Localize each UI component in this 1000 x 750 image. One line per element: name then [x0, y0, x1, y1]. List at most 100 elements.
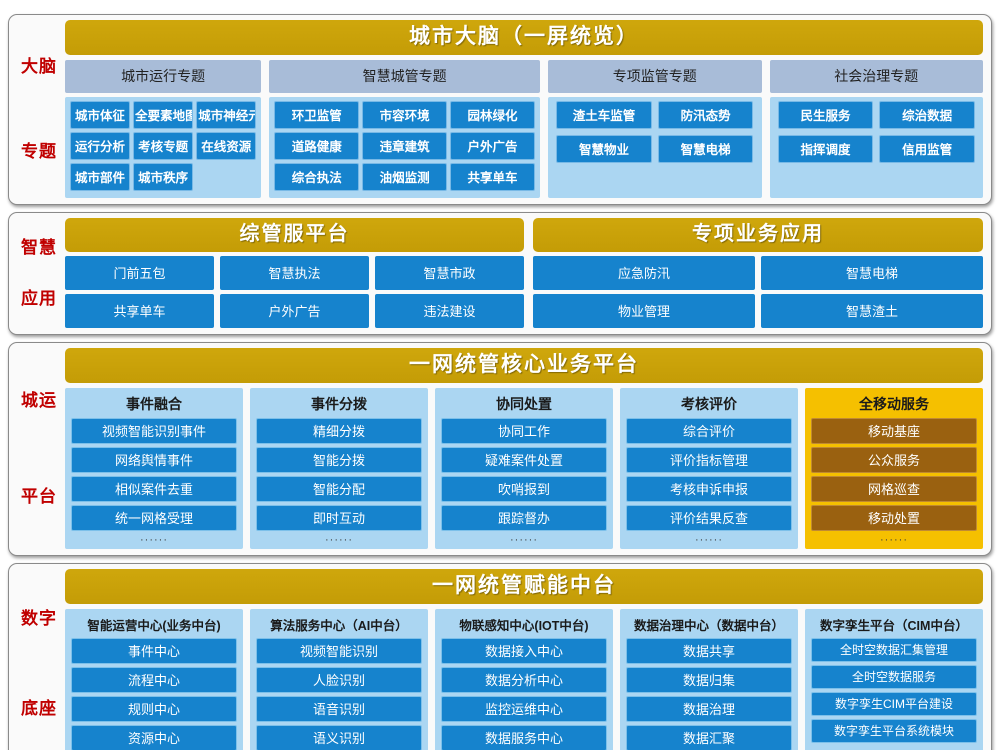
layer-base-body: 一网统管赋能中台 智能运营中心(业务中台) 事件中心 流程中心 规则中心 资源中… — [65, 569, 983, 750]
base-item[interactable]: 语音识别 — [256, 696, 422, 723]
core-item[interactable]: 网络舆情事件 — [71, 447, 237, 474]
app-tile[interactable]: 智慧市政 — [375, 256, 524, 291]
base-item[interactable]: 资源中心 — [71, 725, 237, 750]
core-more-dots: ······ — [325, 534, 353, 547]
brain-tile[interactable]: 在线资源 — [196, 132, 257, 161]
brain-tile[interactable]: 城市体征 — [70, 101, 131, 130]
app-tile[interactable]: 违法建设 — [375, 294, 524, 329]
core-item[interactable]: 统一网格受理 — [71, 505, 237, 532]
base-item[interactable]: 语义识别 — [256, 725, 422, 750]
base-item[interactable]: 全时空数据汇集管理 — [811, 638, 977, 663]
core-item[interactable]: 评价指标管理 — [626, 447, 792, 474]
base-item[interactable]: 数字孪生CIM平台建设 — [811, 692, 977, 717]
apps-left-row: 共享单车 户外广告 违法建设 — [65, 294, 524, 329]
base-item[interactable]: 视频智能识别 — [256, 638, 422, 665]
base-item[interactable]: 数据服务中心 — [441, 725, 607, 750]
brain-tile[interactable]: 智慧电梯 — [657, 135, 754, 164]
app-tile[interactable]: 应急防汛 — [533, 256, 755, 291]
layer-label-base-bottom: 底座 — [21, 698, 57, 718]
core-item[interactable]: 跟踪督办 — [441, 505, 607, 532]
core-item[interactable]: 评价结果反查 — [626, 505, 792, 532]
base-item[interactable]: 监控运维中心 — [441, 696, 607, 723]
core-item[interactable]: 精细分拨 — [256, 418, 422, 445]
base-item[interactable]: 数据汇聚 — [626, 725, 792, 750]
brain-tile[interactable]: 违章建筑 — [362, 132, 448, 161]
base-item[interactable]: 事件中心 — [71, 638, 237, 665]
brain-tile[interactable]: 考核专题 — [133, 132, 194, 161]
base-item[interactable]: 数据治理 — [626, 696, 792, 723]
brain-tile[interactable]: 综合执法 — [274, 163, 360, 192]
core-item[interactable]: 公众服务 — [811, 447, 977, 474]
core-more-dots: ······ — [880, 534, 908, 547]
brain-column-city-operation: 城市运行专题 城市体征 全要素地图 城市神经元 运行分析 考核专题 在线资源 城… — [65, 60, 262, 199]
core-item[interactable]: 即时互动 — [256, 505, 422, 532]
app-tile[interactable]: 门前五包 — [65, 256, 214, 291]
layer-core-platform: 城运 平台 一网统管核心业务平台 事件融合 视频智能识别事件 网络舆情事件 相似… — [8, 342, 992, 557]
core-item[interactable]: 智能分配 — [256, 476, 422, 503]
base-column-head: 物联感知中心(IOT中台) — [459, 619, 589, 634]
core-item[interactable]: 疑难案件处置 — [441, 447, 607, 474]
core-item[interactable]: 考核申诉申报 — [626, 476, 792, 503]
brain-tile[interactable]: 市容环境 — [362, 101, 448, 130]
layer-digital-base: 数字 底座 一网统管赋能中台 智能运营中心(业务中台) 事件中心 流程中心 规则… — [8, 563, 992, 750]
brain-tile-grid: 民生服务 综治数据 指挥调度 信用监管 — [775, 101, 979, 164]
core-item[interactable]: 吹哨报到 — [441, 476, 607, 503]
core-item[interactable]: 协同工作 — [441, 418, 607, 445]
brain-tile[interactable]: 民生服务 — [777, 101, 874, 130]
brain-tile[interactable]: 渣土车监管 — [556, 101, 652, 130]
base-item[interactable]: 数字孪生平台系统模块 — [811, 719, 977, 744]
brain-tile[interactable]: 综治数据 — [879, 101, 975, 130]
brain-tile[interactable]: 信用监管 — [879, 135, 975, 164]
app-tile[interactable]: 智慧渣土 — [761, 294, 983, 329]
base-item[interactable]: 数据归集 — [626, 667, 792, 694]
brain-tile[interactable]: 城市部件 — [70, 163, 131, 192]
app-tile[interactable]: 物业管理 — [533, 294, 755, 329]
layer-label-core: 城运 平台 — [13, 348, 65, 549]
base-item[interactable]: 数据分析中心 — [441, 667, 607, 694]
app-tile[interactable]: 智慧电梯 — [761, 256, 983, 291]
brain-tile[interactable]: 全要素地图 — [133, 101, 194, 130]
core-item[interactable]: 视频智能识别事件 — [71, 418, 237, 445]
brain-tile[interactable]: 城市秩序 — [133, 163, 194, 192]
brain-tile[interactable]: 油烟监测 — [362, 163, 448, 192]
base-item[interactable]: 流程中心 — [71, 667, 237, 694]
core-item[interactable]: 移动处置 — [811, 505, 977, 532]
base-item[interactable]: 人脸识别 — [256, 667, 422, 694]
brain-column-head: 专项监管专题 — [548, 60, 762, 94]
base-column-intelligent-operation-center: 智能运营中心(业务中台) 事件中心 流程中心 规则中心 资源中心 — [65, 609, 243, 750]
brain-tile[interactable]: 防汛态势 — [657, 101, 754, 130]
base-item[interactable]: 全时空数据服务 — [811, 665, 977, 690]
core-column-full-mobile-service: 全移动服务 移动基座 公众服务 网格巡查 移动处置 ······ — [805, 388, 983, 550]
brain-tile[interactable]: 户外广告 — [450, 132, 535, 161]
brain-tile[interactable]: 指挥调度 — [777, 135, 874, 164]
base-item[interactable]: 数据接入中心 — [441, 638, 607, 665]
brain-tile[interactable]: 园林绿化 — [450, 101, 535, 130]
core-more-dots: ······ — [695, 534, 723, 547]
brain-tile-box: 城市体征 全要素地图 城市神经元 运行分析 考核专题 在线资源 城市部件 城市秩… — [65, 97, 262, 199]
base-column-iot-perception-center: 物联感知中心(IOT中台) 数据接入中心 数据分析中心 监控运维中心 数据服务中… — [435, 609, 613, 750]
brain-tile[interactable]: 共享单车 — [450, 163, 535, 192]
app-tile[interactable]: 智慧执法 — [220, 256, 369, 291]
app-tile[interactable]: 共享单车 — [65, 294, 214, 329]
core-item[interactable]: 综合评价 — [626, 418, 792, 445]
core-item[interactable]: 网格巡查 — [811, 476, 977, 503]
brain-tile[interactable]: 环卫监管 — [274, 101, 360, 130]
apps-half-special-business: 专项业务应用 应急防汛 智慧电梯 物业管理 智慧渣土 — [533, 218, 983, 329]
core-columns: 事件融合 视频智能识别事件 网络舆情事件 相似案件去重 统一网格受理 ·····… — [65, 388, 983, 550]
app-tile[interactable]: 户外广告 — [220, 294, 369, 329]
base-item[interactable]: 数据共享 — [626, 638, 792, 665]
core-item[interactable]: 移动基座 — [811, 418, 977, 445]
brain-tile-box: 民生服务 综治数据 指挥调度 信用监管 — [769, 97, 984, 199]
brain-tile[interactable]: 智慧物业 — [556, 135, 652, 164]
brain-tile[interactable]: 城市神经元 — [196, 101, 257, 130]
apps-halves: 综管服平台 门前五包 智慧执法 智慧市政 共享单车 户外广告 违法建设 专项业务… — [65, 218, 983, 329]
core-column-head: 事件分拨 — [311, 396, 367, 413]
brain-tile[interactable]: 道路健康 — [274, 132, 360, 161]
base-column-head: 算法服务中心（AI中台） — [270, 619, 408, 634]
core-item[interactable]: 相似案件去重 — [71, 476, 237, 503]
base-item[interactable]: 规则中心 — [71, 696, 237, 723]
layer-label-base-top: 数字 — [21, 608, 57, 628]
brain-tile[interactable]: 运行分析 — [70, 132, 131, 161]
core-item[interactable]: 智能分拨 — [256, 447, 422, 474]
core-column-head: 全移动服务 — [859, 396, 929, 413]
